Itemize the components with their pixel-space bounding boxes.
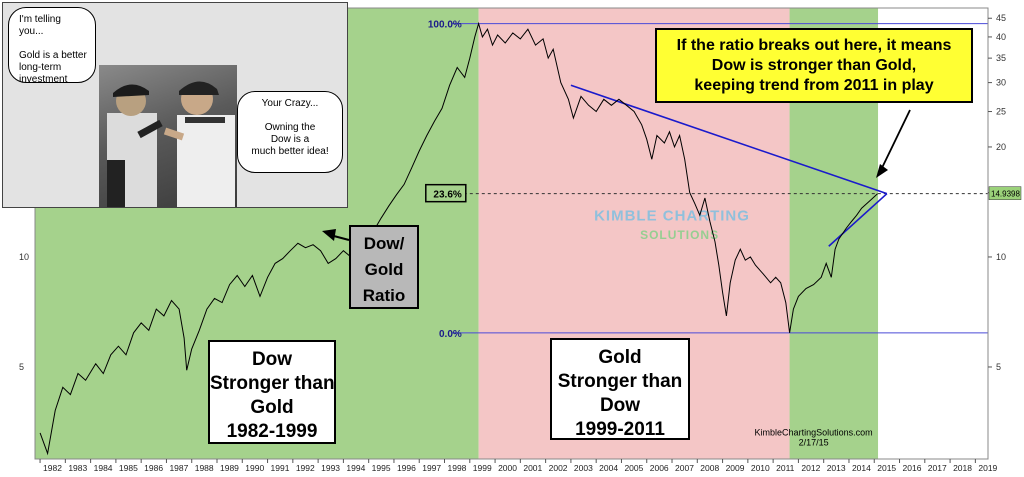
x-tick-label: 2014	[852, 463, 871, 473]
x-tick-label: 1998	[448, 463, 467, 473]
x-tick-label: 1990	[245, 463, 264, 473]
era-line: 1982-1999	[226, 421, 318, 442]
bubble-line: investment	[19, 74, 68, 85]
callout-line: keeping trend from 2011 in play	[694, 77, 934, 94]
bubble-line: I'm telling	[19, 14, 61, 25]
x-tick-label: 1994	[346, 463, 365, 473]
x-tick-label: 2004	[599, 463, 618, 473]
x-tick-label: 1985	[119, 463, 138, 473]
bubble-line: Gold is a better	[19, 50, 87, 61]
x-tick-label: 1993	[321, 463, 340, 473]
x-tick-label: 2009	[726, 463, 745, 473]
y-tick-label: 20	[996, 142, 1006, 152]
x-tick-label: 2007	[675, 463, 694, 473]
speech-bubble-dow: Your Crazy... Owning the Dow is a much b…	[237, 91, 343, 173]
x-tick-label: 2001	[523, 463, 542, 473]
fib-level-label: 0.0%	[439, 329, 462, 340]
argument-photo	[99, 65, 237, 207]
bubble-line: much better idea!	[251, 146, 329, 157]
callout-line: If the ratio breaks out here, it means	[676, 37, 952, 54]
x-tick-label: 2016	[903, 463, 922, 473]
x-tick-label: 1987	[169, 463, 188, 473]
callout-line: Dow is stronger than Gold,	[711, 57, 917, 74]
y-tick-label: 25	[996, 107, 1006, 117]
ratio-label: Dow/ Gold Ratio	[349, 225, 419, 309]
fib-level-label: 100.0%	[428, 20, 462, 31]
x-tick-label: 1989	[220, 463, 239, 473]
x-tick-label: 1983	[68, 463, 87, 473]
plot-frame	[34, 7, 989, 460]
bubble-line: Owning the	[264, 122, 316, 133]
trendline	[828, 193, 888, 247]
gold-era-label: Gold Stronger than Dow 1999-2011	[550, 338, 690, 440]
bubble-line: Your Crazy...	[261, 98, 319, 109]
bubble-line: you...	[19, 26, 44, 37]
bubble-line: Dow is a	[270, 134, 310, 145]
y-tick-label: 30	[996, 78, 1006, 88]
dow-era-label: Dow Stronger than Gold 1982-1999	[208, 340, 336, 444]
x-tick-label: 1995	[372, 463, 391, 473]
fib-label-box	[425, 183, 467, 203]
y-tick-label: 40	[996, 32, 1006, 42]
bubble-line	[244, 110, 336, 122]
era-line: Stronger than	[210, 373, 335, 394]
x-tick-label: 2017	[928, 463, 947, 473]
era-line: Gold	[250, 397, 294, 418]
current-value-box	[988, 186, 1022, 200]
x-tick-label: 2011	[776, 463, 795, 473]
watermark-subtitle: SOLUTIONS	[640, 228, 719, 242]
x-tick-label: 2019	[978, 463, 997, 473]
x-tick-label: 1988	[195, 463, 214, 473]
era-line: Gold	[598, 347, 642, 368]
x-tick-label: 1986	[144, 463, 163, 473]
watermark-title: KIMBLE CHARTING	[594, 207, 750, 224]
x-tick-label: 1999	[473, 463, 492, 473]
x-tick-label: 2018	[953, 463, 972, 473]
x-tick-label: 2015	[877, 463, 896, 473]
dow-gold-ratio-line	[39, 21, 878, 456]
y-tick-label: 35	[996, 53, 1006, 63]
era-line: Dow	[251, 349, 293, 370]
bubble-line	[19, 38, 89, 50]
ratio-arrowhead	[322, 229, 336, 241]
x-tick-label: 1997	[422, 463, 441, 473]
credit-site: KimbleChartingSolutions.com	[755, 427, 873, 437]
x-tick-label: 2002	[549, 463, 568, 473]
era-line: Stronger than	[557, 371, 683, 392]
x-tick-label: 2005	[624, 463, 643, 473]
ratio-label-line: Ratio	[362, 286, 406, 305]
speech-bubble-gold: I'm telling you... Gold is a better long…	[8, 7, 96, 85]
left-tick-label: 5	[19, 362, 24, 372]
callout-arrow	[879, 109, 911, 173]
callout-arrowhead	[876, 164, 888, 178]
y-tick-label: 45	[996, 13, 1006, 23]
x-tick-label: 1982	[43, 463, 62, 473]
era-line: Dow	[599, 395, 641, 416]
x-tick-label: 2012	[801, 463, 820, 473]
fib-level-label: 23.6%	[433, 190, 461, 201]
credit-date: 2/17/15	[799, 437, 829, 447]
left-tick-label: 10	[19, 252, 29, 262]
era-line: 1999-2011	[575, 419, 665, 440]
x-tick-label: 1991	[271, 463, 290, 473]
current-value-label: 14.9398	[991, 190, 1020, 199]
breakout-callout: If the ratio breaks out here, it means D…	[655, 28, 973, 103]
x-tick-label: 2013	[827, 463, 846, 473]
x-tick-label: 2000	[498, 463, 517, 473]
ratio-label-line: Dow/	[363, 234, 405, 253]
x-tick-label: 1992	[296, 463, 315, 473]
x-tick-label: 1996	[397, 463, 416, 473]
cartoon-panel: I'm telling you... Gold is a better long…	[2, 2, 348, 208]
bubble-line: long-term	[19, 62, 62, 73]
x-tick-label: 1984	[94, 463, 113, 473]
x-tick-label: 2008	[700, 463, 719, 473]
y-tick-label: 5	[996, 362, 1001, 372]
x-tick-label: 2003	[574, 463, 593, 473]
ratio-label-line: Gold	[364, 260, 404, 279]
x-tick-label: 2010	[751, 463, 770, 473]
x-tick-label: 2006	[650, 463, 669, 473]
y-tick-label: 10	[996, 252, 1006, 262]
